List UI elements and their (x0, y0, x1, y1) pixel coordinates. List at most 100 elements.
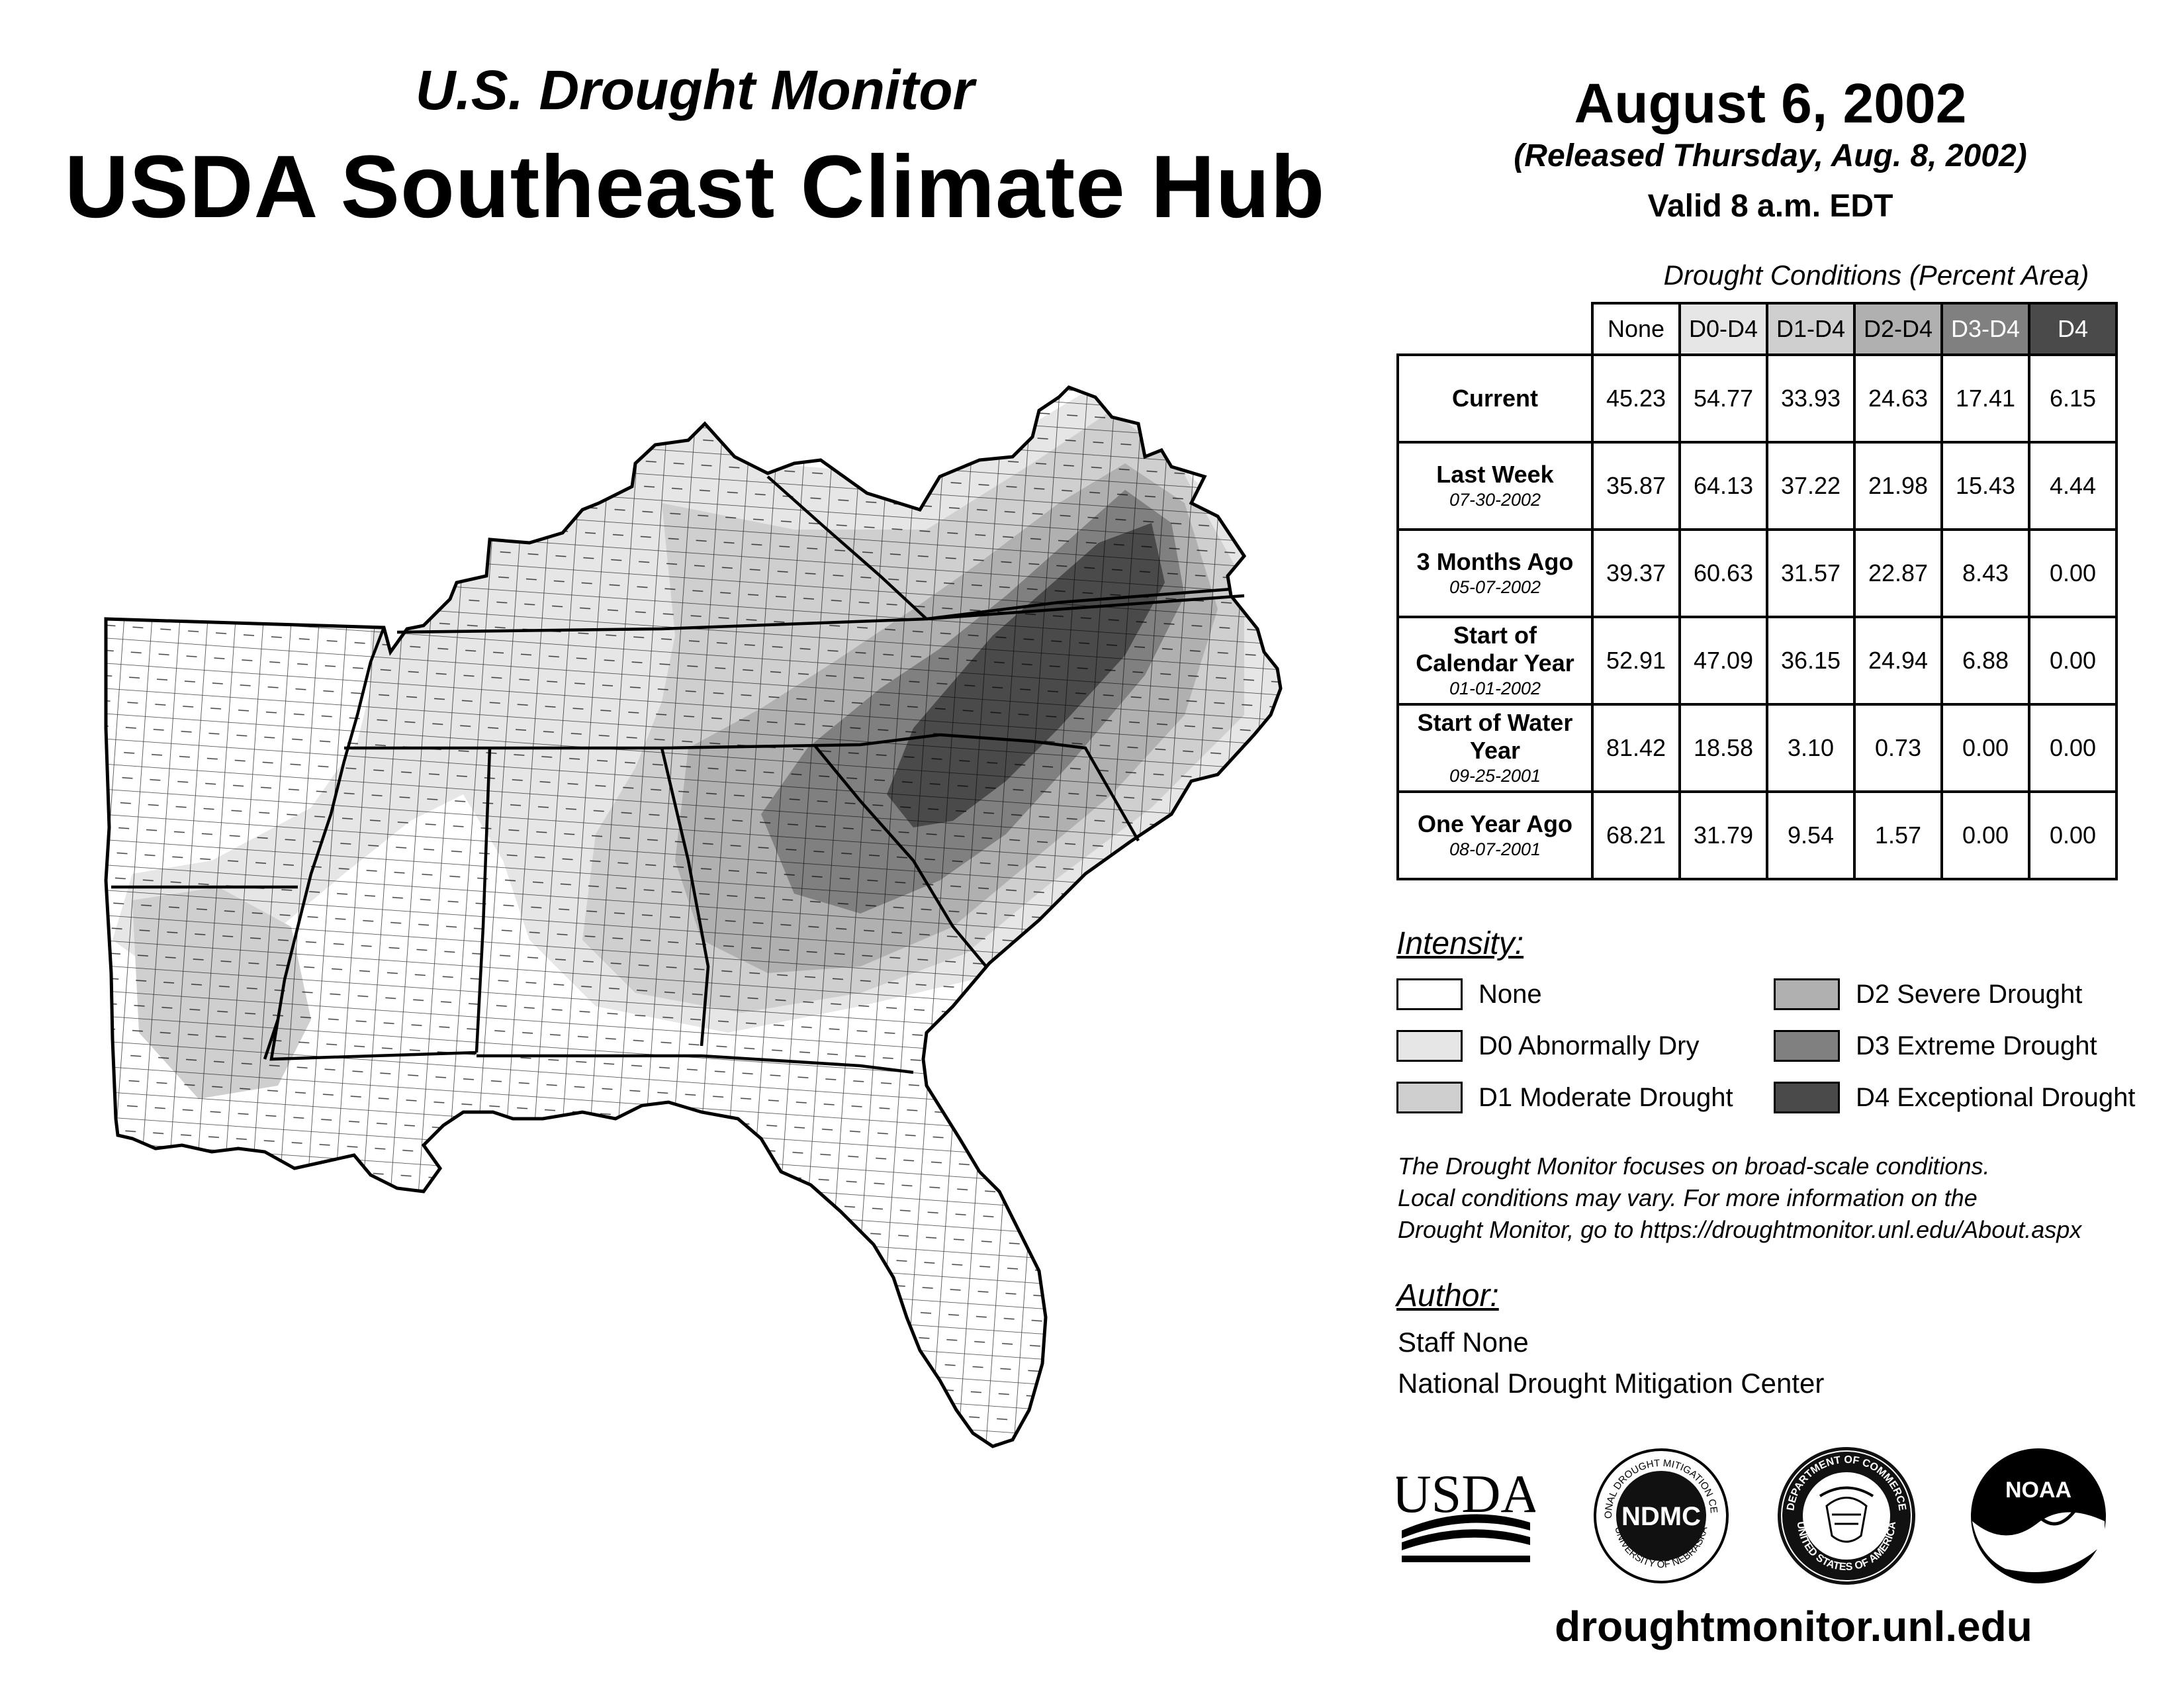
author-title: Author: (1396, 1278, 1499, 1313)
legend-item-d0: D0 Abnormally Dry (1396, 1027, 1699, 1064)
table-header-row: None D0-D4 D1-D4 D2-D4 D3-D4 D4 (1398, 302, 2118, 356)
table-row: One Year Ago 08-07-2001 68.21 31.79 9.54 … (1396, 790, 2118, 880)
ndmc-logo: NATIONAL DROUGHT MITIGATION CENTER UNIVE… (1588, 1443, 1729, 1583)
table-corner (1398, 303, 1592, 356)
table-cell: 8.43 (1940, 528, 2030, 618)
valid-time: Valid 8 a.m. EDT (1647, 189, 1893, 224)
table-cell: 0.00 (1940, 703, 2030, 793)
table-cell: 18.58 (1678, 703, 1768, 793)
table-cell: 0.00 (2028, 703, 2118, 793)
legend-swatch-d4 (1774, 1082, 1840, 1113)
col-header-d1-d4: D1-D4 (1766, 302, 1856, 356)
border-ar-ms (263, 627, 386, 1060)
table-cell: 37.22 (1766, 441, 1856, 531)
legend-item-d3: D3 Extreme Drought (1774, 1027, 2097, 1064)
row-label-start-calendar-year: Start of Calendar Year 01-01-2002 (1396, 616, 1594, 706)
table-cell: 0.00 (2028, 616, 2118, 706)
table-cell: 45.23 (1591, 353, 1681, 444)
legend-swatch-d2 (1774, 978, 1840, 1010)
noaa-logo: NOAA (1971, 1448, 2106, 1583)
row-label-text: Start of Calendar Year (1416, 622, 1574, 677)
map-date: August 6, 2002 (1574, 72, 1967, 134)
border-ga-sc (813, 743, 987, 968)
row-label-3-months-ago: 3 Months Ago 05-07-2002 (1396, 528, 1594, 618)
col-header-d3-d4: D3-D4 (1940, 302, 2030, 356)
legend-swatch-none (1396, 978, 1463, 1010)
table-cell: 6.88 (1940, 616, 2030, 706)
note-line: Local conditions may vary. For more info… (1398, 1184, 1978, 1211)
author-name: Staff None (1398, 1327, 1529, 1358)
col-header-none: None (1591, 302, 1681, 356)
col-header-d2-d4: D2-D4 (1853, 302, 1943, 356)
row-label-text: One Year Ago (1417, 810, 1573, 837)
row-label-text: Current (1451, 385, 1538, 412)
table-row: Start of Calendar Year 01-01-2002 52.91 4… (1396, 616, 2118, 706)
table-cell: 52.91 (1591, 616, 1681, 706)
website-url: droughtmonitor.unl.edu (1555, 1603, 2032, 1650)
table-cell: 81.42 (1591, 703, 1681, 793)
legend-swatch-d1 (1396, 1082, 1463, 1113)
state-boundaries (111, 475, 1245, 1074)
row-label-text: 3 Months Ago (1416, 548, 1574, 575)
border-tn-south (344, 733, 940, 750)
table-cell: 47.09 (1678, 616, 1768, 706)
table-cell: 1.57 (1853, 790, 1943, 880)
table-cell: 31.79 (1678, 790, 1768, 880)
legend-label: None (1479, 979, 1542, 1009)
note-line: Drought Monitor, go to https://droughtmo… (1398, 1216, 2082, 1243)
table-cell: 21.98 (1853, 441, 1943, 531)
table-cell: 15.43 (1940, 441, 2030, 531)
row-label-text: Last Week (1436, 461, 1554, 488)
legend-item-none: None (1396, 976, 1542, 1013)
col-header-d0-d4: D0-D4 (1678, 302, 1768, 356)
legend-label: D0 Abnormally Dry (1479, 1031, 1700, 1060)
table-cell: 68.21 (1591, 790, 1681, 880)
usda-logo-text: USDA (1396, 1464, 1535, 1524)
legend-item-d1: D1 Moderate Drought (1396, 1079, 1733, 1116)
drought-shading (106, 387, 1281, 1446)
border-al-ga (660, 747, 710, 1047)
row-label-one-year-ago: One Year Ago 08-07-2001 (1396, 790, 1594, 880)
row-date: 01-01-2002 (1449, 679, 1541, 698)
table-cell: 0.00 (2028, 790, 2118, 880)
table-row: Current 45.23 54.77 33.93 24.63 17.41 6.… (1396, 353, 2118, 444)
table-cell: 22.87 (1853, 528, 1943, 618)
legend-title: Intensity: (1396, 926, 1524, 961)
legend-label: D3 Extreme Drought (1856, 1031, 2097, 1060)
row-label-last-week: Last Week 07-30-2002 (1396, 441, 1594, 531)
border-ga-fl (701, 1054, 914, 1074)
legend-swatch-d3 (1774, 1030, 1840, 1062)
release-date: (Released Thursday, Aug. 8, 2002) (1514, 138, 2027, 173)
row-label-text: Start of Water Year (1417, 709, 1573, 764)
table-row: Last Week 07-30-2002 35.87 64.13 37.22 21… (1396, 441, 2118, 531)
border-ms-la (269, 1019, 477, 1061)
note-line: The Drought Monitor focuses on broad-sca… (1398, 1152, 1990, 1180)
table-cell: 0.00 (1940, 790, 2030, 880)
table-cell: 0.00 (2028, 528, 2118, 618)
table-cell: 9.54 (1766, 790, 1856, 880)
map-subtitle: U.S. Drought Monitor (415, 59, 975, 121)
table-cell: 24.63 (1853, 353, 1943, 444)
table-row: 3 Months Ago 05-07-2002 39.37 60.63 31.57… (1396, 528, 2118, 618)
legend-item-d4: D4 Exceptional Drought (1774, 1079, 2135, 1116)
table-cell: 36.15 (1766, 616, 1856, 706)
border-nc-sc (939, 733, 1140, 842)
table-cell: 24.94 (1853, 616, 1943, 706)
table-cell: 31.57 (1766, 528, 1856, 618)
border-ms-al (475, 747, 492, 1053)
table-cell: 35.87 (1591, 441, 1681, 531)
table-cell: 6.15 (2028, 353, 2118, 444)
table-cell: 17.41 (1940, 353, 2030, 444)
table-cell: 0.73 (1853, 703, 1943, 793)
usda-logo: USDA (1396, 1464, 1535, 1562)
legend-label: D4 Exceptional Drought (1856, 1082, 2136, 1112)
table-cell: 54.77 (1678, 353, 1768, 444)
row-date: 07-30-2002 (1449, 490, 1541, 510)
row-date: 08-07-2001 (1449, 839, 1541, 859)
table-caption: Drought Conditions (Percent Area) (1663, 259, 2089, 291)
author-org: National Drought Mitigation Center (1398, 1368, 1825, 1399)
row-label-start-water-year: Start of Water Year 09-25-2001 (1396, 703, 1594, 793)
table-row: Start of Water Year 09-25-2001 81.42 18.5… (1396, 703, 2118, 793)
drought-conditions-table: None D0-D4 D1-D4 D2-D4 D3-D4 D4 Current … (1396, 302, 2118, 880)
border-ky-va (766, 475, 928, 620)
